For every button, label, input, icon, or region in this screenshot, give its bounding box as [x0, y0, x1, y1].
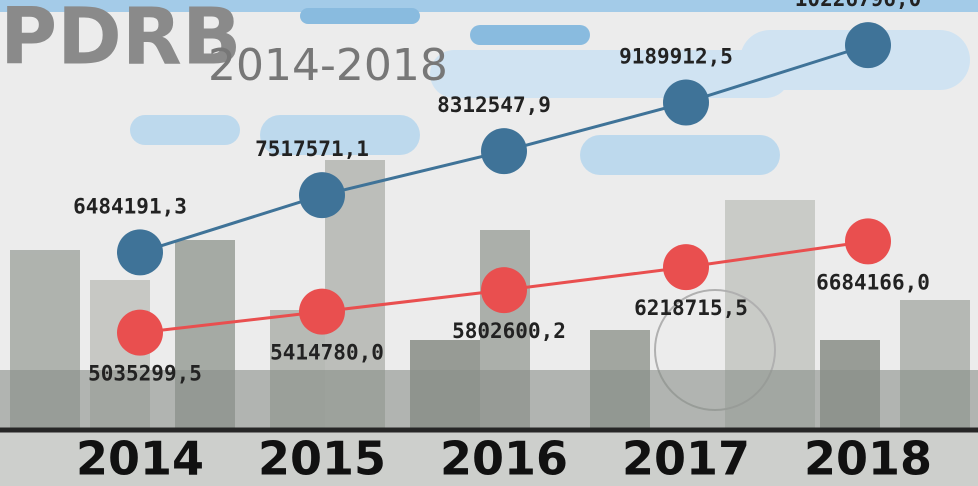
- data-label: 5035299,5: [88, 362, 202, 386]
- chart-subtitle: 2014-2018: [208, 40, 448, 91]
- data-point: [663, 80, 709, 126]
- data-label: 6484191,3: [73, 194, 187, 218]
- data-point: [481, 267, 527, 313]
- data-label: 5802600,2: [452, 319, 566, 343]
- data-label: 10226796,0: [795, 0, 921, 11]
- data-label: 6218715,5: [634, 296, 748, 320]
- x-tick-label: 2018: [804, 432, 932, 486]
- data-label: 6684166,0: [816, 270, 930, 294]
- chart: PDRB 2014-2018 2014 2015 2016 2017 2018 64841…: [0, 0, 978, 486]
- data-point: [299, 289, 345, 335]
- page: PDRB 2014-2018 2014 2015 2016 2017 2018 64841…: [0, 0, 978, 486]
- data-label: 8312547,9: [437, 93, 551, 117]
- x-tick-label: 2015: [258, 432, 386, 486]
- data-label: 5414780,0: [270, 341, 384, 365]
- data-point: [117, 310, 163, 356]
- data-point: [845, 22, 891, 68]
- x-tick-label: 2016: [440, 432, 568, 486]
- data-point: [299, 172, 345, 218]
- data-point: [481, 128, 527, 174]
- data-label: 7517571,1: [255, 137, 369, 161]
- data-point: [845, 218, 891, 264]
- data-point: [117, 229, 163, 275]
- chart-title: PDRB: [0, 0, 241, 82]
- data-label: 9189912,5: [619, 45, 733, 69]
- data-point: [663, 244, 709, 290]
- x-tick-label: 2017: [622, 432, 750, 486]
- x-tick-label: 2014: [76, 432, 204, 486]
